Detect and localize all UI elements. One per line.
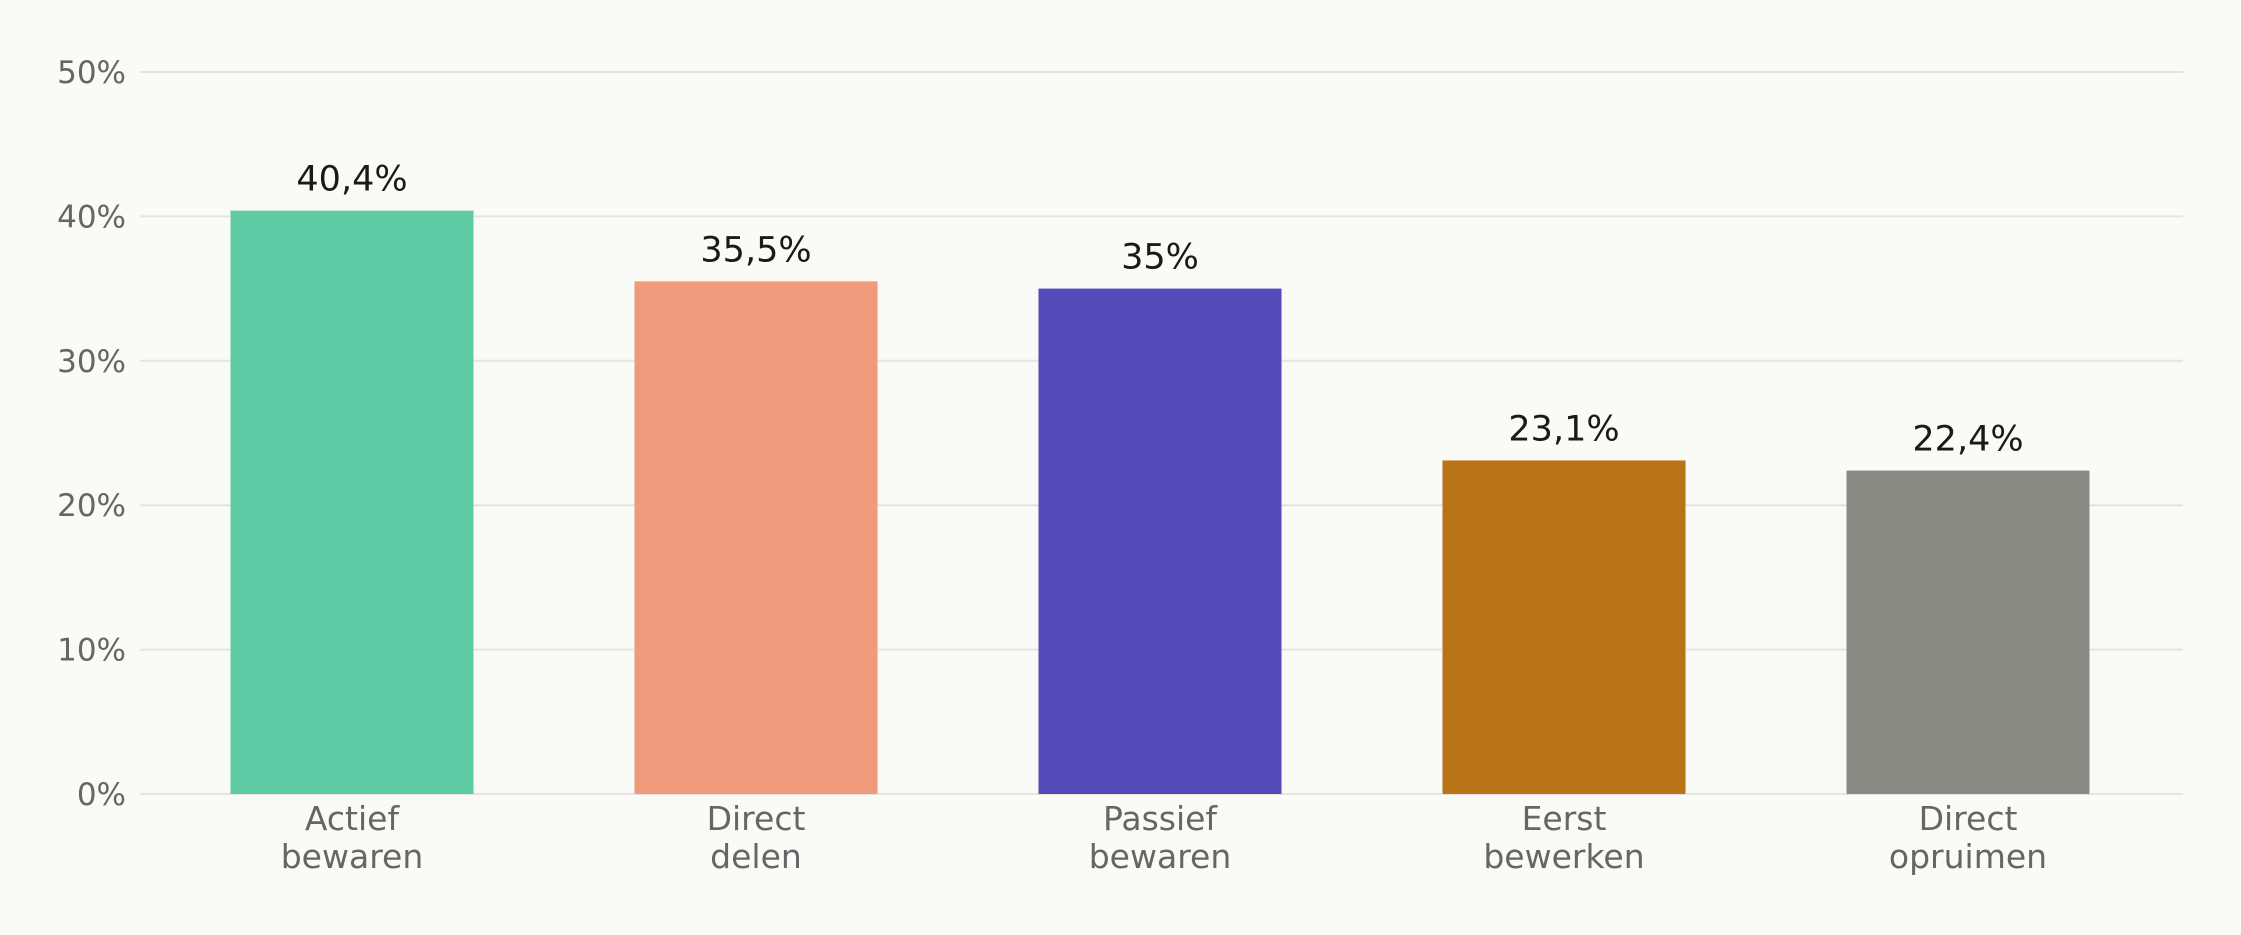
y-tick-label: 10% bbox=[57, 633, 126, 669]
x-tick-label: Direct bbox=[707, 799, 806, 838]
y-tick-label: 50% bbox=[57, 55, 126, 91]
y-axis: 0% 10% 20% 30% 40% 50% bbox=[57, 55, 126, 813]
x-tick-label: bewerken bbox=[1483, 837, 1644, 876]
x-tick-label: opruimen bbox=[1889, 837, 2047, 876]
x-tick-label: bewaren bbox=[1089, 837, 1232, 876]
bar-3 bbox=[1442, 460, 1686, 794]
x-tick-label: Direct bbox=[1919, 799, 2018, 838]
value-label: 35,5% bbox=[700, 230, 811, 270]
x-tick-label: delen bbox=[710, 837, 802, 876]
value-label: 35% bbox=[1121, 238, 1199, 278]
x-tick-label: bewaren bbox=[281, 837, 424, 876]
bar-2 bbox=[1038, 288, 1282, 794]
value-labels: 40,4% 35,5% 35% 23,1% 22,4% bbox=[296, 160, 2023, 460]
bar-1 bbox=[634, 281, 878, 794]
y-tick-label: 40% bbox=[57, 199, 126, 235]
bar-4 bbox=[1846, 470, 2090, 794]
x-tick-label: Passief bbox=[1103, 799, 1218, 838]
bar-0 bbox=[230, 210, 474, 794]
y-tick-label: 0% bbox=[77, 777, 126, 813]
value-label: 22,4% bbox=[1912, 420, 2023, 460]
y-tick-label: 20% bbox=[57, 488, 126, 524]
y-tick-label: 30% bbox=[57, 344, 126, 380]
value-label: 23,1% bbox=[1508, 409, 1619, 449]
x-tick-label: Eerst bbox=[1522, 799, 1607, 838]
x-axis: ActiefbewarenDirectdelenPassiefbewarenEe… bbox=[281, 799, 2047, 876]
value-label: 40,4% bbox=[296, 160, 407, 200]
bars bbox=[230, 210, 2090, 794]
x-tick-label: Actief bbox=[305, 799, 401, 838]
